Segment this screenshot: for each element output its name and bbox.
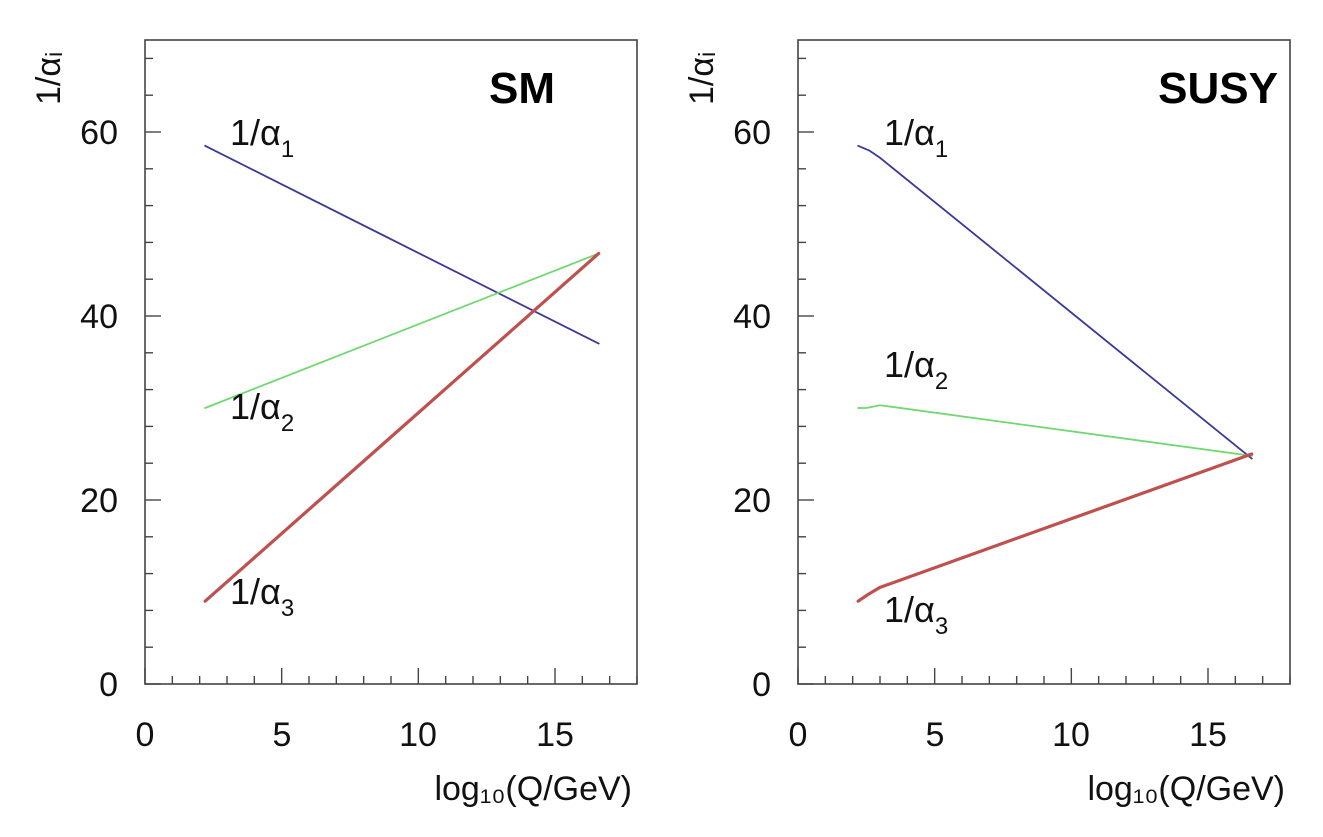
x-tick-label-5: 5 [273, 716, 292, 754]
x-tick-label-15: 15 [1189, 716, 1227, 754]
x-tick-label-10: 10 [1052, 716, 1090, 754]
y-axis-ticks [798, 57, 814, 685]
label-alpha2: 1/α2 [230, 386, 294, 437]
x-axis-title: log₁₀(Q/GeV) [1087, 770, 1285, 808]
y-tick-label-20: 20 [733, 482, 771, 520]
label-alpha3: 1/α3 [230, 571, 294, 622]
plot-frame [797, 39, 1291, 685]
panel-sm: 0 5 10 15 0 20 40 60 log₁₀(Q/GeV) 1/αᵢ S… [30, 39, 638, 808]
y-axis-ticks [145, 57, 161, 685]
label-alpha1: 1/α1 [230, 112, 294, 163]
line-alpha3 [856, 452, 1254, 603]
panel-title: SUSY [1158, 64, 1278, 113]
x-axis-ticks [797, 668, 1291, 684]
y-tick-label-0: 0 [752, 666, 771, 704]
y-tick-label-60: 60 [80, 114, 118, 152]
panel-title: SM [489, 64, 555, 113]
y-tick-label-40: 40 [80, 298, 118, 336]
x-tick-label-5: 5 [926, 716, 945, 754]
label-alpha3: 1/α3 [884, 589, 948, 640]
label-alpha1: 1/α1 [884, 112, 948, 163]
x-tick-label-10: 10 [399, 716, 437, 754]
x-axis-title: log₁₀(Q/GeV) [434, 770, 632, 808]
x-tick-label-15: 15 [536, 716, 574, 754]
panel-susy: 0 5 10 15 0 20 40 60 log₁₀(Q/GeV) 1/αᵢ S… [683, 39, 1291, 808]
y-axis-title: 1/αᵢ [683, 52, 721, 105]
label-alpha2: 1/α2 [884, 344, 948, 395]
line-alpha2 [857, 404, 1253, 457]
x-tick-label-0: 0 [789, 716, 808, 754]
y-tick-label-40: 40 [733, 298, 771, 336]
line-alpha1 [857, 144, 1253, 460]
line-alpha1 [204, 144, 600, 345]
y-tick-label-60: 60 [733, 114, 771, 152]
line-alpha2 [204, 252, 600, 409]
x-tick-label-0: 0 [136, 716, 155, 754]
y-tick-label-20: 20 [80, 482, 118, 520]
y-tick-label-0: 0 [99, 666, 118, 704]
x-axis-ticks [144, 668, 638, 684]
y-axis-title: 1/αᵢ [30, 52, 68, 105]
line-alpha3 [203, 251, 601, 603]
